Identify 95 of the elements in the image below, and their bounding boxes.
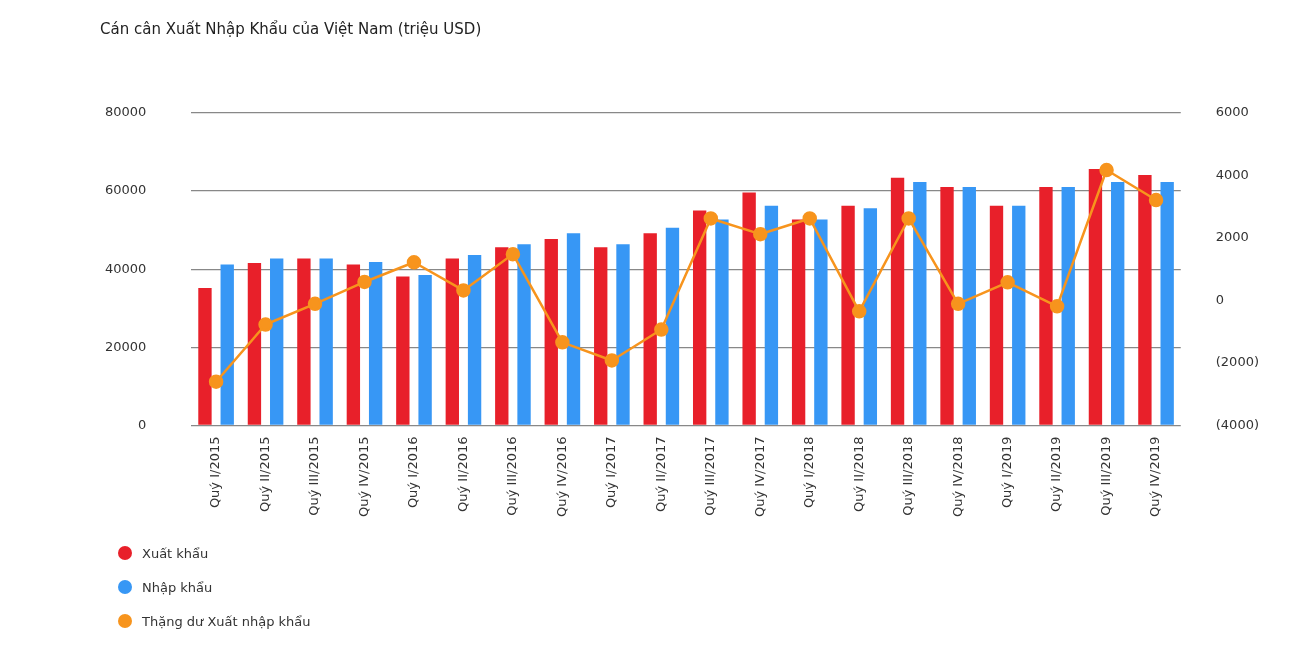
bar bbox=[566, 233, 581, 425]
x-tick-label: Quý III/2019 bbox=[1097, 436, 1113, 516]
point bbox=[1099, 162, 1114, 178]
bar bbox=[1012, 205, 1026, 425]
legend-label: Xuất khẩu bbox=[142, 545, 209, 561]
chart-title: Cán cân Xuất Nhập Khẩu của Việt Nam (triệu USD) bbox=[100, 20, 482, 38]
bar bbox=[1061, 187, 1075, 425]
y2-tick-label: 6000 bbox=[1215, 104, 1249, 120]
bar bbox=[368, 262, 383, 425]
point bbox=[555, 335, 570, 350]
y-tick-label: 80000 bbox=[105, 104, 147, 120]
bar bbox=[890, 177, 905, 425]
x-tick-label: Quý II/2018 bbox=[850, 436, 866, 512]
x-tick-label: Quý III/2018 bbox=[900, 436, 916, 516]
x-tick-label: Quý I/2015 bbox=[207, 436, 223, 509]
bar bbox=[791, 219, 806, 425]
point bbox=[753, 226, 768, 242]
bar bbox=[544, 239, 558, 425]
bar bbox=[517, 244, 531, 425]
bar bbox=[764, 205, 779, 425]
point bbox=[1000, 275, 1015, 290]
x-tick-label: Quý IV/2018 bbox=[949, 436, 965, 518]
bar bbox=[841, 205, 855, 425]
x-tick-label: Quý III/2016 bbox=[504, 436, 520, 516]
y-tick-label: 60000 bbox=[105, 182, 147, 198]
bar bbox=[319, 258, 333, 425]
bar bbox=[715, 219, 729, 425]
x-tick-label: Quý II/2019 bbox=[1048, 436, 1064, 512]
bar bbox=[220, 264, 234, 425]
point bbox=[208, 374, 224, 389]
bar bbox=[198, 287, 212, 425]
x-tick-label: Quý II/2017 bbox=[652, 436, 668, 512]
y-tick-label: 20000 bbox=[105, 338, 147, 354]
legend-label: Nhập khẩu bbox=[142, 579, 213, 595]
y2-tick-label: (4000) bbox=[1215, 416, 1260, 432]
bar bbox=[814, 219, 828, 425]
y-tick-label: 40000 bbox=[105, 260, 147, 276]
point bbox=[357, 274, 372, 290]
bar bbox=[863, 208, 878, 425]
bar bbox=[270, 258, 284, 425]
bar bbox=[1160, 181, 1174, 425]
point bbox=[258, 317, 273, 332]
bar bbox=[467, 255, 482, 425]
bar bbox=[940, 187, 954, 425]
point bbox=[901, 211, 916, 226]
x-tick-label: Quý IV/2015 bbox=[355, 436, 371, 518]
bar bbox=[742, 192, 756, 425]
y2-tick-label: 2000 bbox=[1215, 229, 1249, 245]
x-tick-label: Quý IV/2016 bbox=[553, 436, 569, 518]
bar bbox=[665, 227, 680, 425]
legend-label: Thặng dư Xuất nhập khẩu bbox=[142, 613, 311, 629]
bar bbox=[962, 187, 976, 425]
x-tick-label: Quý II/2016 bbox=[454, 436, 470, 512]
point bbox=[456, 283, 471, 298]
bar bbox=[594, 247, 608, 425]
point bbox=[654, 322, 669, 337]
x-tick-label: Quý I/2017 bbox=[603, 436, 619, 509]
bar bbox=[396, 276, 410, 425]
point bbox=[851, 304, 867, 319]
bar bbox=[297, 258, 311, 425]
point bbox=[950, 296, 966, 312]
bar bbox=[495, 247, 509, 425]
bar bbox=[445, 258, 459, 425]
y2-tick-label: (2000) bbox=[1215, 354, 1260, 370]
y2-tick-label: 4000 bbox=[1215, 166, 1249, 182]
x-tick-label: Quý III/2017 bbox=[702, 436, 718, 516]
bar bbox=[913, 181, 927, 425]
point bbox=[604, 353, 620, 368]
x-tick-label: Quý I/2016 bbox=[405, 436, 421, 509]
point bbox=[802, 211, 817, 226]
x-tick-label: Quý I/2019 bbox=[999, 436, 1014, 509]
bar bbox=[643, 233, 657, 425]
y2-tick-label: 0 bbox=[1215, 291, 1225, 307]
x-tick-label: Quý II/2015 bbox=[256, 436, 272, 512]
point bbox=[406, 255, 422, 270]
bar bbox=[989, 205, 1004, 425]
bar bbox=[1138, 174, 1152, 425]
x-tick-label: Quý IV/2019 bbox=[1147, 436, 1163, 518]
point bbox=[1148, 192, 1164, 208]
y-tick-label: 0 bbox=[138, 416, 147, 432]
x-tick-label: Quý I/2018 bbox=[801, 436, 817, 509]
bar bbox=[616, 244, 630, 425]
point bbox=[1049, 299, 1065, 314]
point bbox=[505, 246, 521, 262]
bar bbox=[247, 262, 262, 425]
bar bbox=[692, 210, 707, 425]
bar bbox=[346, 264, 361, 425]
x-tick-label: Quý III/2015 bbox=[306, 436, 322, 516]
bar bbox=[1111, 181, 1125, 425]
bar bbox=[1039, 187, 1053, 425]
point bbox=[307, 296, 323, 312]
bar bbox=[1088, 169, 1103, 425]
point bbox=[703, 211, 719, 226]
x-tick-label: Quý IV/2017 bbox=[751, 436, 767, 518]
bar bbox=[418, 275, 432, 425]
